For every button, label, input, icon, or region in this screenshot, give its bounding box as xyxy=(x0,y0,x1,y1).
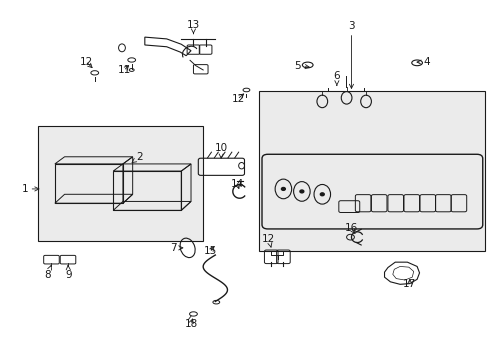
Text: 13: 13 xyxy=(186,19,200,34)
Text: 11: 11 xyxy=(118,65,131,75)
Text: 2: 2 xyxy=(132,152,143,163)
Circle shape xyxy=(320,193,324,196)
Circle shape xyxy=(299,190,303,193)
Text: 7: 7 xyxy=(169,243,183,253)
Text: 9: 9 xyxy=(65,265,72,280)
Text: 1: 1 xyxy=(21,184,39,194)
Text: 8: 8 xyxy=(44,265,51,280)
Text: 16: 16 xyxy=(344,223,357,233)
Text: 17: 17 xyxy=(403,279,416,289)
Text: 12: 12 xyxy=(80,57,93,68)
Text: 12: 12 xyxy=(231,94,244,104)
Text: 3: 3 xyxy=(347,21,354,88)
Bar xyxy=(38,126,203,241)
Text: 6: 6 xyxy=(333,71,340,86)
Text: 12: 12 xyxy=(262,234,275,247)
Circle shape xyxy=(281,188,285,190)
Bar xyxy=(259,91,484,251)
Text: 18: 18 xyxy=(184,319,197,329)
Text: 10: 10 xyxy=(214,143,227,158)
Text: 15: 15 xyxy=(203,247,217,256)
Text: 4: 4 xyxy=(416,57,429,67)
Text: 5: 5 xyxy=(294,61,309,71)
Text: 14: 14 xyxy=(230,179,244,189)
